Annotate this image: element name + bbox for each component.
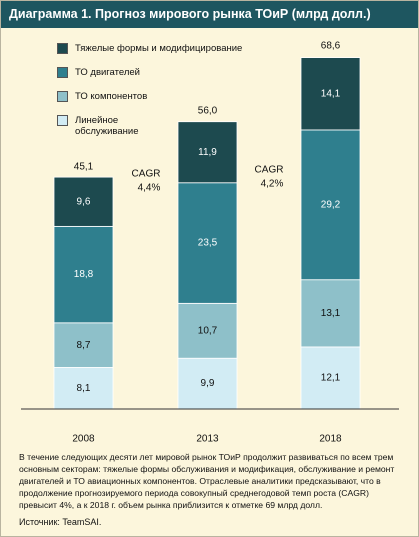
value-label: 9,6 xyxy=(77,196,91,207)
annotation: 4,4% xyxy=(138,183,161,194)
value-label: 18,8 xyxy=(74,269,94,280)
x-tick-label: 2008 xyxy=(72,434,95,445)
bar-segment xyxy=(53,367,114,410)
legend-swatch xyxy=(57,67,68,78)
caption: В течение следующих десяти лет мировой р… xyxy=(19,452,395,510)
chart: 8,1 8,7 18,8 9,6 45,1 2008 9,9 10,7 23,5 11,9 56,0… xyxy=(21,41,399,445)
x-tick-label: 2013 xyxy=(196,434,219,445)
bar-segment xyxy=(53,176,114,227)
legend-swatch xyxy=(57,115,68,126)
value-label: 13,1 xyxy=(321,308,341,319)
value-label: 8,1 xyxy=(77,383,91,394)
legend-swatch xyxy=(57,43,68,54)
total-label: 56,0 xyxy=(198,105,218,116)
annotation: 4,2% xyxy=(261,179,284,190)
bar-segment xyxy=(300,346,361,410)
value-label: 8,7 xyxy=(77,340,91,351)
x-tick-label: 2018 xyxy=(319,434,342,445)
bar-segment xyxy=(300,129,361,281)
legend-label: Линейное обслуживание xyxy=(75,115,139,137)
value-label: 10,7 xyxy=(198,325,218,336)
bar-segment xyxy=(177,302,238,359)
value-label: 9,9 xyxy=(201,378,215,389)
bar-segment xyxy=(177,357,238,410)
total-label: 68,6 xyxy=(321,41,341,52)
legend-label: ТО компонентов xyxy=(75,91,148,102)
annotation: CAGR xyxy=(132,169,161,180)
bar-segment xyxy=(177,182,238,304)
legend-label: ТО двигателей xyxy=(75,67,140,78)
source: Источник: TeamSAI. xyxy=(19,517,102,527)
value-label: 23,5 xyxy=(198,238,218,249)
value-label: 11,9 xyxy=(198,147,217,158)
chart-title: Диаграмма 1. Прогноз мирового рынка ТОиР… xyxy=(1,1,418,28)
legend-label: Тяжелые формы и модифицирование xyxy=(75,43,243,54)
value-label: 12,1 xyxy=(321,373,341,384)
legend-swatch xyxy=(57,91,68,102)
bar-segment xyxy=(53,225,114,324)
value-label: 29,2 xyxy=(321,199,341,210)
bar-segment xyxy=(177,121,238,184)
bar-segment xyxy=(300,57,361,131)
total-label: 45,1 xyxy=(74,161,94,172)
annotation: CAGR xyxy=(255,165,284,176)
bar-segment xyxy=(53,322,114,368)
bar-segment xyxy=(300,279,361,348)
value-label: 14,1 xyxy=(321,88,341,99)
